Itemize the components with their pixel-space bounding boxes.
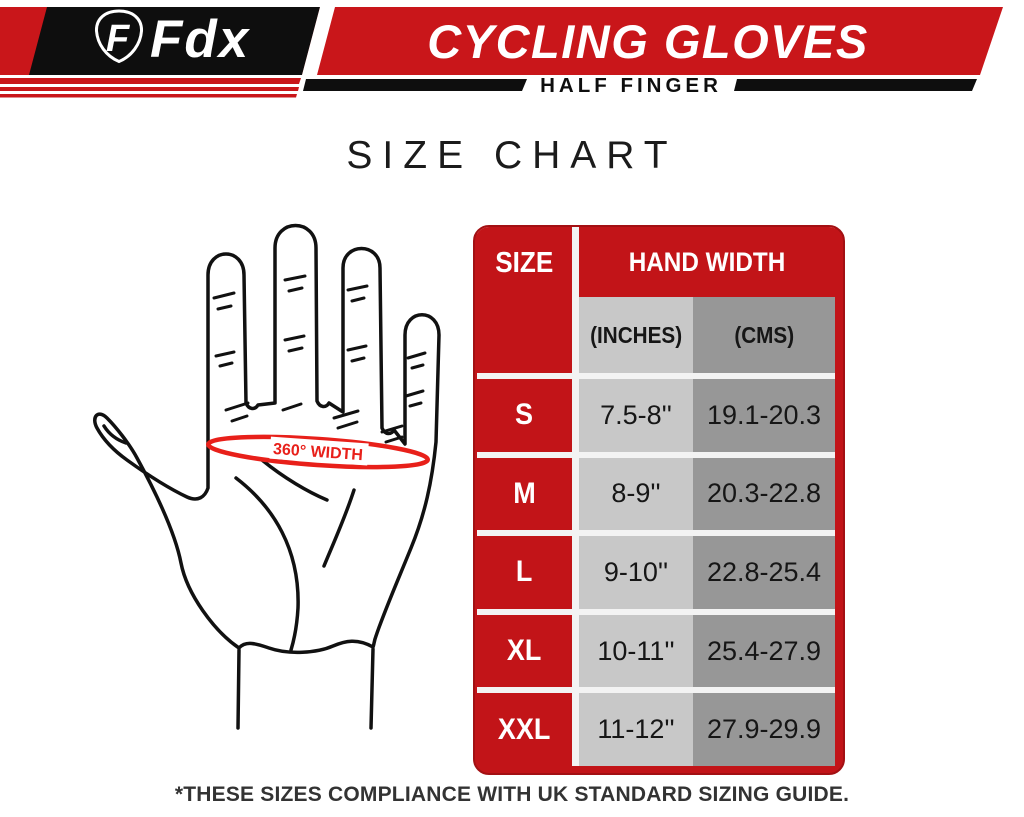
subtitle-bar-left (303, 79, 527, 91)
table-row-xxl-cms: 27.9-29.9 (693, 693, 835, 766)
size-value: M (513, 476, 536, 510)
table-row-s-cms: 19.1-20.3 (693, 379, 835, 452)
inches-value: 10-11'' (597, 635, 675, 666)
inches-value: 9-10'' (603, 556, 669, 587)
brand-name: Fdx (150, 10, 251, 69)
brand-logo: F Fdx (94, 9, 251, 69)
diagonal-separator (302, 7, 335, 75)
cms-value: 27.9-29.9 (706, 714, 822, 745)
subtitle-bar-right (734, 79, 977, 91)
table-row-xxl-inches: 11-12'' (579, 693, 693, 766)
table-row-m-cms: 20.3-22.8 (693, 457, 835, 531)
cms-value: 22.8-25.4 (706, 556, 822, 587)
inches-value: 11-12'' (597, 714, 675, 745)
inches-value: 7.5-8'' (600, 399, 672, 430)
finger-marks (212, 274, 427, 444)
size-value: XL (507, 634, 542, 668)
inches-value: 8-9'' (611, 478, 661, 509)
table-row-l-cms: 22.8-25.4 (693, 536, 835, 609)
annotation-360-width: 360° WIDTH (272, 441, 363, 464)
size-value: XXL (498, 712, 551, 746)
col-header-cms-label: (CMS) (734, 321, 794, 348)
table-row-xl-inches: 10-11'' (579, 614, 693, 688)
col-header-cms: (CMS) (693, 297, 835, 373)
table-row-m-size: M (477, 457, 572, 531)
col-header-size-label: SIZE (495, 247, 554, 279)
table-row-s-inches: 7.5-8'' (579, 379, 693, 452)
cms-value: 25.4-27.9 (706, 635, 822, 666)
shield-icon (94, 9, 144, 64)
page-title: SIZE CHART (346, 134, 678, 177)
table-row-s-size: S (477, 379, 572, 452)
table-row-l-inches: 9-10'' (579, 536, 693, 609)
decorative-stripes (0, 78, 301, 98)
col-header-inches: (INCHES) (579, 297, 693, 373)
table-row-xl-size: XL (477, 614, 572, 688)
size-table-grid: SIZE HAND WIDTH (INCHES) (CMS) S 7.5-8''… (477, 227, 835, 766)
palm-creases (234, 458, 356, 652)
banner-title: CYCLING GLOVES (427, 15, 868, 68)
cms-value: 20.3-22.8 (706, 478, 822, 509)
cms-value: 19.1-20.3 (706, 399, 822, 430)
thumb-nail (102, 424, 128, 445)
size-table: SIZE HAND WIDTH (INCHES) (CMS) S 7.5-8''… (473, 225, 845, 775)
wrist-lines (236, 647, 375, 730)
size-value: L (516, 555, 533, 589)
table-row-m-inches: 8-9'' (579, 457, 693, 531)
shield-monogram: F (106, 18, 131, 60)
table-row-l-size: L (477, 536, 572, 609)
col-header-size: SIZE (477, 227, 572, 373)
size-value: S (515, 398, 534, 432)
col-header-hand-width-label: HAND WIDTH (628, 246, 786, 277)
header-banner: F Fdx CYCLING GLOVES HALF FINGER (0, 7, 1003, 98)
footnote: *THESE SIZES COMPLIANCE WITH UK STANDARD… (174, 783, 850, 806)
measurement-ellipse: 360° WIDTH (206, 434, 430, 470)
table-row-xxl-size: XXL (477, 693, 572, 766)
col-header-hand-width: HAND WIDTH (579, 227, 835, 297)
hand-diagram: 360° WIDTH (93, 223, 441, 730)
col-header-inches-label: (INCHES) (589, 321, 682, 348)
table-row-xl-cms: 25.4-27.9 (693, 614, 835, 688)
banner-subtitle: HALF FINGER (540, 74, 722, 97)
